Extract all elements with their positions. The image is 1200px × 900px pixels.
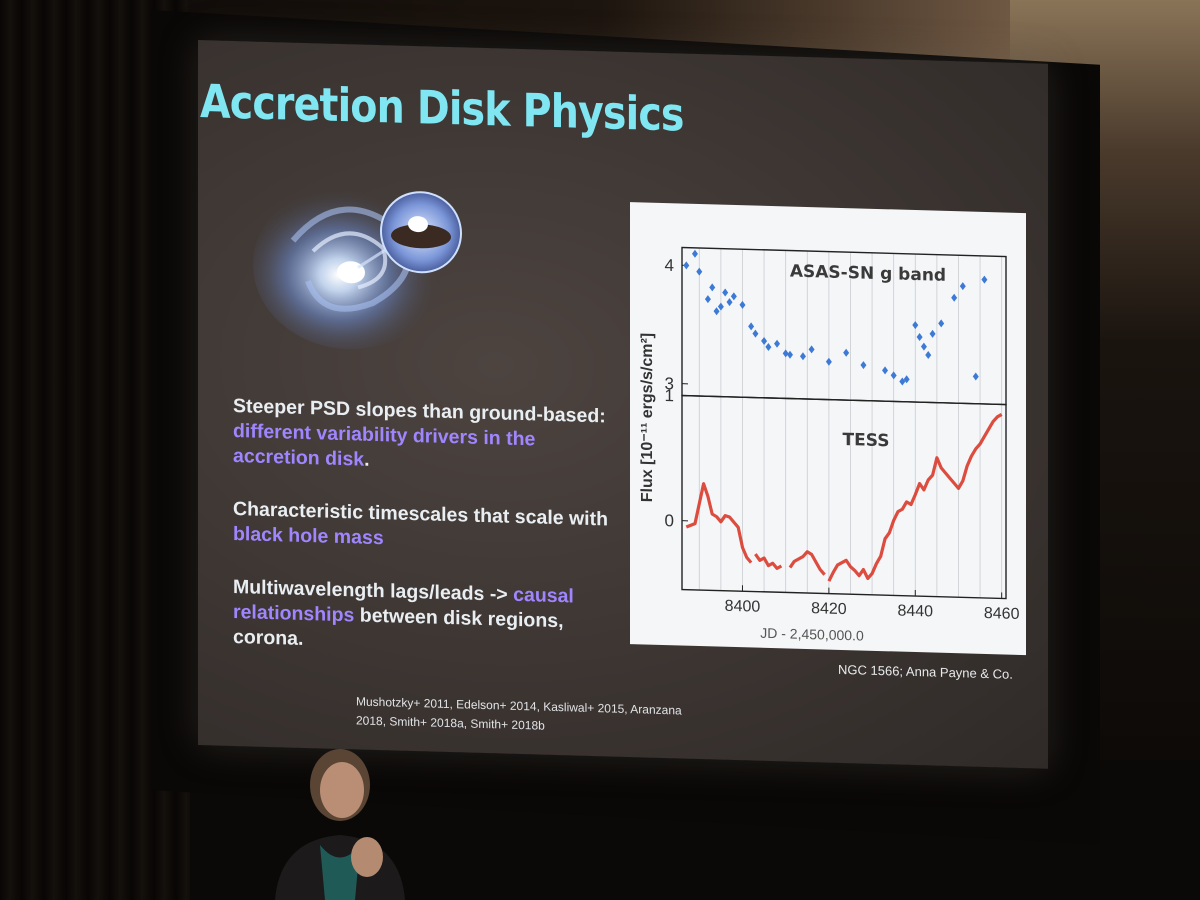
data-point — [739, 300, 746, 309]
data-point — [748, 322, 755, 331]
data-point — [726, 298, 733, 307]
series-line — [788, 550, 826, 576]
y-tick-label: 3 — [665, 374, 674, 393]
data-point — [717, 302, 724, 311]
presentation-slide: Accretion Disk Physics Steeper PSD slope… — [198, 40, 1048, 769]
presenter-silhouette — [275, 749, 405, 900]
x-tick-label: 8400 — [725, 598, 761, 616]
data-point — [709, 283, 716, 292]
data-point — [683, 261, 690, 270]
data-point — [916, 333, 923, 342]
light-curve-figure: ASAS-SN g band TESS 4 3 1 0 8400 8420 8440 8460 JD… — [630, 202, 1026, 656]
data-point — [782, 349, 789, 358]
series-line — [754, 553, 783, 570]
slide-title: Accretion Disk Physics — [200, 74, 684, 142]
data-point — [774, 339, 781, 348]
panel-frame-tess — [681, 394, 1007, 600]
bullet-list: Steeper PSD slopes than ground-based: di… — [233, 394, 618, 689]
figure-credit: NGC 1566; Anna Payne & Co. — [838, 661, 1013, 682]
y-tick-label: 0 — [665, 511, 674, 530]
series-line — [685, 482, 753, 564]
data-point — [912, 321, 919, 330]
data-point — [890, 371, 897, 380]
accretion-disk-illustration — [253, 185, 462, 350]
y-axis-label: Flux [10⁻¹¹ ergs/s/cm²] — [639, 333, 656, 503]
light-curve-chart: ASAS-SN g band TESS 4 31 0 8400 8420 8440 8460 JD… — [639, 246, 1020, 644]
x-axis-label: JD - 2,450,000.0 — [760, 625, 864, 644]
data-point — [981, 275, 988, 284]
data-point — [951, 293, 958, 302]
data-point — [860, 361, 867, 370]
data-point — [959, 282, 966, 291]
data-point — [929, 329, 936, 338]
data-point — [903, 375, 910, 384]
x-tick-label: 8460 — [984, 605, 1020, 623]
references: Mushotzky+ 2011, Edelson+ 2014, Kasliwal… — [356, 694, 682, 733]
data-point — [713, 307, 720, 316]
data-point — [972, 372, 979, 381]
data-point — [704, 295, 711, 304]
data-point — [765, 343, 772, 352]
data-point — [808, 345, 815, 354]
y-tick-label: 1 — [665, 386, 674, 405]
series-line — [827, 413, 1003, 582]
x-tick-label: 8440 — [897, 603, 933, 621]
y-tick-label: 4 — [665, 256, 674, 275]
bullet-highlight: black hole mass — [233, 522, 384, 550]
data-point — [843, 348, 850, 357]
data-point — [752, 329, 759, 338]
data-point — [761, 336, 768, 345]
bullet-item-timescales: Characteristic timescales that scale wit… — [233, 497, 618, 558]
data-point — [925, 351, 932, 360]
panel-title-asassn: ASAS-SN g band — [790, 262, 946, 286]
data-point — [920, 342, 927, 351]
data-point — [938, 319, 945, 328]
bullet-text-end: . — [364, 448, 370, 471]
data-point — [730, 292, 737, 301]
panel-title-tess: TESS — [843, 430, 890, 451]
data-point — [722, 288, 729, 297]
bullet-highlight: different variability drivers in the acc… — [233, 419, 536, 471]
bullet-item-lags: Multiwavelength lags/leads -> causal rel… — [233, 575, 618, 661]
data-point — [696, 267, 703, 276]
data-point — [882, 366, 889, 375]
data-point — [691, 249, 698, 258]
data-point — [825, 357, 832, 366]
data-point — [799, 352, 806, 361]
data-point — [899, 377, 906, 386]
data-point — [787, 350, 793, 359]
x-tick-label: 8420 — [811, 600, 847, 618]
bullet-item-psd: Steeper PSD slopes than ground-based: di… — [233, 394, 618, 480]
